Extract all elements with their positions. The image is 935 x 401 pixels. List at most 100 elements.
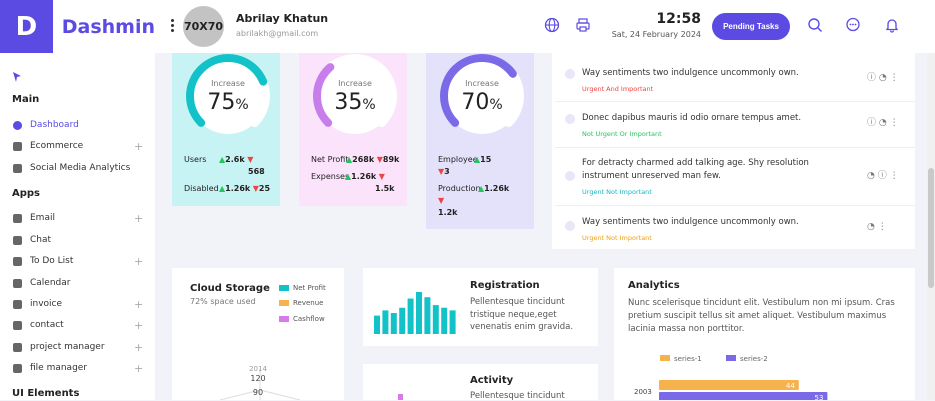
task-checkbox[interactable] [565,221,575,231]
divider [555,147,915,148]
stat-value-down: 1.5k [375,184,395,193]
stat-label: Users [184,155,207,164]
share-icon [13,163,22,173]
sidebar-item-file-manager[interactable]: file manager + [0,358,155,378]
task-actions-icon[interactable]: ◔ ⓘ ⋮ [867,171,899,181]
sidebar-item-project-manager[interactable]: project manager + [0,337,155,357]
clock-time: 12:58 [656,11,701,27]
sidebar-item-social-media-analytics[interactable]: Social Media Analytics [0,158,155,178]
gauge-face [190,58,266,134]
stat-value-pair: ▲1.26k ▼25 [219,184,271,193]
expand-icon[interactable]: + [134,318,144,332]
sidebar-section-apps: Apps [12,188,41,199]
stat-value-down: 568 [248,167,265,176]
stat-value-down: 1.2k [438,208,458,217]
chat-icon[interactable] [843,15,863,35]
legend-item: Net Profit [279,284,326,292]
gauge-users: Increase 75% [185,53,271,139]
sidebar-item-chat[interactable]: Chat [0,230,155,250]
analytics-bar-chart: series-1 series-2 2003 44 53 [634,355,828,400]
contact-icon [13,320,22,330]
legend-swatch [279,300,289,306]
user-email: abrilakh@gmail.com [236,29,319,38]
registration-bar [416,292,422,334]
activity-text: Pellentesque tincidunt [470,391,565,401]
pending-tasks-button[interactable]: Pending Tasks [712,13,790,40]
calendar-icon [13,278,22,288]
sidebar-item-email[interactable]: Email + [0,208,155,228]
menu-toggle-icon[interactable] [171,24,174,27]
sidebar-item-calendar[interactable]: Calendar [0,273,155,293]
printer-icon[interactable] [573,15,593,35]
expand-icon[interactable]: + [134,340,144,354]
registration-bar [382,310,389,334]
registration-text: Pellentesque tincidunt tristique neque,e… [470,297,574,332]
task-item[interactable]: For detracty charmed add talking age. Sh… [565,157,910,199]
invoice-icon [13,299,22,309]
chat-bubble-icon [13,235,22,245]
activity-chart-bar [398,394,403,400]
task-actions-icon[interactable]: ◔ ⋮ [867,222,887,232]
activity-title: Activity [470,375,514,386]
sidebar-item-ecommerce[interactable]: Ecommerce + [0,136,155,156]
gauge-employee: Increase 70% [439,53,525,139]
legend-swatch [279,316,289,322]
cloud-storage-card [172,268,344,400]
project-icon [13,342,22,352]
expand-icon[interactable]: + [134,297,144,311]
expand-icon[interactable]: + [134,361,144,375]
gauge-label: Increase [465,79,499,88]
brand-name: Dashmin [61,15,155,38]
analytics-bar [659,380,799,390]
gauge-label: Increase [338,79,372,88]
legend-item: Cashflow [279,315,325,323]
task-actions-icon[interactable]: ⓘ ◔ ⋮ [867,118,899,128]
gauge-arc [440,54,524,138]
scrollbar-thumb[interactable] [928,168,934,288]
stat-value-up: ▲1.26k ▼ [345,172,385,181]
sidebar-item-invoice[interactable]: invoice + [0,294,155,314]
bell-icon[interactable] [882,15,902,35]
gauge-value: 35% [334,90,376,115]
task-actions-icon[interactable]: ⓘ ◔ ⋮ [867,73,899,83]
radar-tick: 120 [250,374,266,383]
gauge-value: 70% [461,90,503,115]
cloud-storage-title: Cloud Storage [190,283,270,294]
registration-bar [399,307,406,334]
stat-label: Expenses [311,172,350,181]
gauge-label: Increase [211,79,245,88]
globe-icon[interactable] [542,15,562,35]
stat-value-up: ▲2.6k ▼ [219,155,254,164]
task-checkbox[interactable] [565,114,575,124]
pin-icon[interactable] [12,68,22,87]
gauge-profit: Increase 35% [312,53,398,139]
task-item[interactable]: Donec dapibus mauris id odio ornare temp… [565,112,910,142]
registration-bar [424,297,431,334]
task-checkbox[interactable] [565,171,575,181]
expand-icon[interactable]: + [134,254,144,268]
stat-value-down: ▼3 [438,167,450,176]
task-checkbox[interactable] [565,69,575,79]
divider [555,101,915,102]
sidebar-item-contact[interactable]: contact + [0,315,155,335]
expand-icon[interactable]: + [134,139,144,153]
expand-icon[interactable]: + [134,211,144,225]
task-item[interactable]: Way sentiments two indulgence uncommonly… [565,216,910,246]
cart-icon [13,141,22,151]
divider [555,205,915,206]
top-bar [155,0,935,53]
sidebar-item-to-do-list[interactable]: To Do List + [0,251,155,271]
legend-label: series-1 [674,355,702,363]
analytics-bar [659,392,828,400]
brand-logo[interactable]: D Dashmin [0,0,155,53]
legend-swatch [726,355,736,361]
registration-bar [441,307,448,334]
gauge-arc [313,54,398,138]
avatar[interactable]: 70X70 [183,6,224,47]
gauge-value: 75% [207,90,249,115]
sidebar-item-dashboard[interactable]: Dashboard [0,115,155,135]
bar-value-label: 44 [786,382,795,390]
search-icon[interactable] [805,15,825,35]
stat-arrow-down: ▼ [438,196,445,205]
task-item[interactable]: Way sentiments two indulgence uncommonly… [565,67,910,97]
